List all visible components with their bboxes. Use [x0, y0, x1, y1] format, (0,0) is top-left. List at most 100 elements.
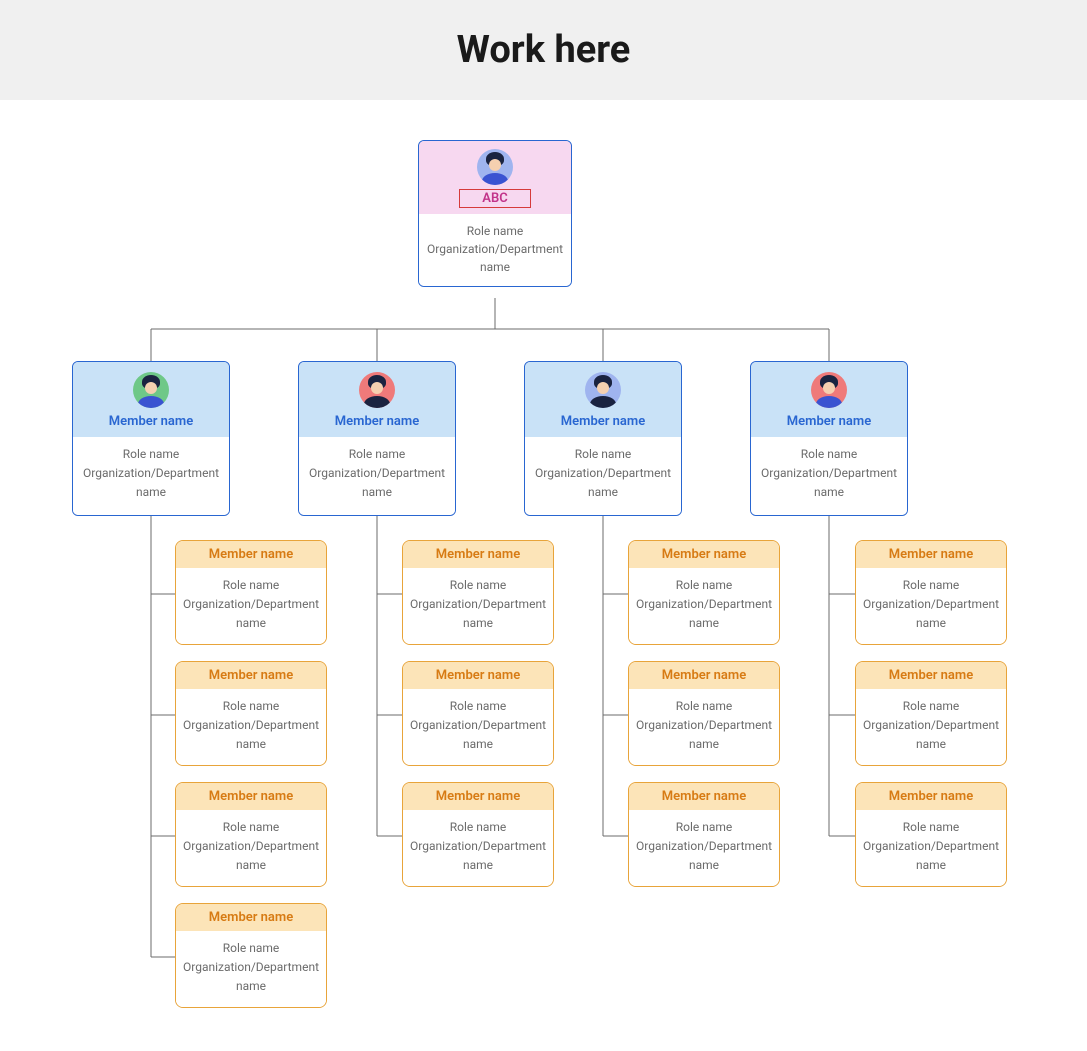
org-level2-node[interactable]: Member name Role name Organization/Depar… — [628, 540, 780, 645]
l1-node-body: Role name Organization/Department name — [73, 437, 229, 515]
org-label: Organization/Department name — [407, 837, 549, 875]
member-name: Member name — [403, 541, 553, 568]
l2-node-body: Role name Organization/Department name — [629, 810, 779, 886]
role-label: Role name — [423, 222, 567, 240]
org-label: Organization/Department name — [407, 595, 549, 633]
page-header: Work here — [0, 0, 1087, 100]
org-label: Organization/Department name — [423, 240, 567, 276]
org-level2-node[interactable]: Member name Role name Organization/Depar… — [402, 540, 554, 645]
role-label: Role name — [407, 576, 549, 595]
role-label: Role name — [180, 939, 322, 958]
member-name: Member name — [403, 662, 553, 689]
org-label: Organization/Department name — [633, 716, 775, 754]
avatar-icon — [477, 149, 513, 185]
root-node-head: ABC — [419, 141, 571, 214]
member-name: Member name — [109, 414, 193, 429]
member-name: Member name — [856, 541, 1006, 568]
member-name: Member name — [403, 783, 553, 810]
role-label: Role name — [860, 697, 1002, 716]
l1-node-body: Role name Organization/Department name — [299, 437, 455, 515]
role-label: Role name — [860, 818, 1002, 837]
org-level2-node[interactable]: Member name Role name Organization/Depar… — [855, 661, 1007, 766]
role-label: Role name — [529, 445, 677, 464]
role-label: Role name — [407, 818, 549, 837]
root-name: ABC — [459, 189, 530, 208]
org-level2-node[interactable]: Member name Role name Organization/Depar… — [855, 540, 1007, 645]
org-level2-node[interactable]: Member name Role name Organization/Depar… — [175, 782, 327, 887]
l2-node-body: Role name Organization/Department name — [856, 568, 1006, 644]
org-label: Organization/Department name — [529, 464, 677, 502]
member-name: Member name — [629, 541, 779, 568]
org-chart-canvas: ABC Role name Organization/Department na… — [0, 100, 1087, 1051]
role-label: Role name — [633, 818, 775, 837]
l1-node-head: Member name — [73, 362, 229, 437]
org-level1-node[interactable]: Member name Role name Organization/Depar… — [298, 361, 456, 516]
org-label: Organization/Department name — [303, 464, 451, 502]
role-label: Role name — [77, 445, 225, 464]
role-label: Role name — [633, 576, 775, 595]
org-label: Organization/Department name — [860, 595, 1002, 633]
org-label: Organization/Department name — [180, 595, 322, 633]
org-level2-node[interactable]: Member name Role name Organization/Depar… — [175, 903, 327, 1008]
l2-node-body: Role name Organization/Department name — [176, 689, 326, 765]
l1-node-head: Member name — [525, 362, 681, 437]
role-label: Role name — [755, 445, 903, 464]
l2-node-body: Role name Organization/Department name — [403, 689, 553, 765]
l1-node-head: Member name — [299, 362, 455, 437]
org-label: Organization/Department name — [407, 716, 549, 754]
org-label: Organization/Department name — [180, 837, 322, 875]
member-name: Member name — [176, 783, 326, 810]
avatar-icon — [133, 372, 169, 408]
org-level2-node[interactable]: Member name Role name Organization/Depar… — [402, 782, 554, 887]
org-level2-node[interactable]: Member name Role name Organization/Depar… — [628, 782, 780, 887]
role-label: Role name — [633, 697, 775, 716]
org-level1-node[interactable]: Member name Role name Organization/Depar… — [72, 361, 230, 516]
member-name: Member name — [176, 904, 326, 931]
org-level2-node[interactable]: Member name Role name Organization/Depar… — [175, 540, 327, 645]
member-name: Member name — [629, 783, 779, 810]
l2-node-body: Role name Organization/Department name — [856, 689, 1006, 765]
member-name: Member name — [176, 662, 326, 689]
l2-node-body: Role name Organization/Department name — [176, 931, 326, 1007]
role-label: Role name — [860, 576, 1002, 595]
role-label: Role name — [303, 445, 451, 464]
l2-node-body: Role name Organization/Department name — [403, 568, 553, 644]
l1-node-head: Member name — [751, 362, 907, 437]
org-label: Organization/Department name — [860, 837, 1002, 875]
org-level1-node[interactable]: Member name Role name Organization/Depar… — [524, 361, 682, 516]
avatar-icon — [359, 372, 395, 408]
org-label: Organization/Department name — [77, 464, 225, 502]
member-name: Member name — [629, 662, 779, 689]
org-root-node[interactable]: ABC Role name Organization/Department na… — [418, 140, 572, 287]
role-label: Role name — [180, 576, 322, 595]
member-name: Member name — [856, 783, 1006, 810]
member-name: Member name — [176, 541, 326, 568]
org-label: Organization/Department name — [180, 716, 322, 754]
org-level2-node[interactable]: Member name Role name Organization/Depar… — [855, 782, 1007, 887]
l2-node-body: Role name Organization/Department name — [629, 568, 779, 644]
org-label: Organization/Department name — [755, 464, 903, 502]
l1-node-body: Role name Organization/Department name — [751, 437, 907, 515]
role-label: Role name — [180, 818, 322, 837]
org-level2-node[interactable]: Member name Role name Organization/Depar… — [175, 661, 327, 766]
member-name: Member name — [335, 414, 419, 429]
role-label: Role name — [407, 697, 549, 716]
l2-node-body: Role name Organization/Department name — [176, 568, 326, 644]
org-label: Organization/Department name — [633, 837, 775, 875]
org-level1-node[interactable]: Member name Role name Organization/Depar… — [750, 361, 908, 516]
role-label: Role name — [180, 697, 322, 716]
root-node-body: Role name Organization/Department name — [419, 214, 571, 286]
org-label: Organization/Department name — [180, 958, 322, 996]
l2-node-body: Role name Organization/Department name — [856, 810, 1006, 886]
member-name: Member name — [856, 662, 1006, 689]
avatar-icon — [585, 372, 621, 408]
member-name: Member name — [787, 414, 871, 429]
member-name: Member name — [561, 414, 645, 429]
l1-node-body: Role name Organization/Department name — [525, 437, 681, 515]
org-label: Organization/Department name — [633, 595, 775, 633]
l2-node-body: Role name Organization/Department name — [629, 689, 779, 765]
avatar-icon — [811, 372, 847, 408]
org-level2-node[interactable]: Member name Role name Organization/Depar… — [402, 661, 554, 766]
org-label: Organization/Department name — [860, 716, 1002, 754]
org-level2-node[interactable]: Member name Role name Organization/Depar… — [628, 661, 780, 766]
